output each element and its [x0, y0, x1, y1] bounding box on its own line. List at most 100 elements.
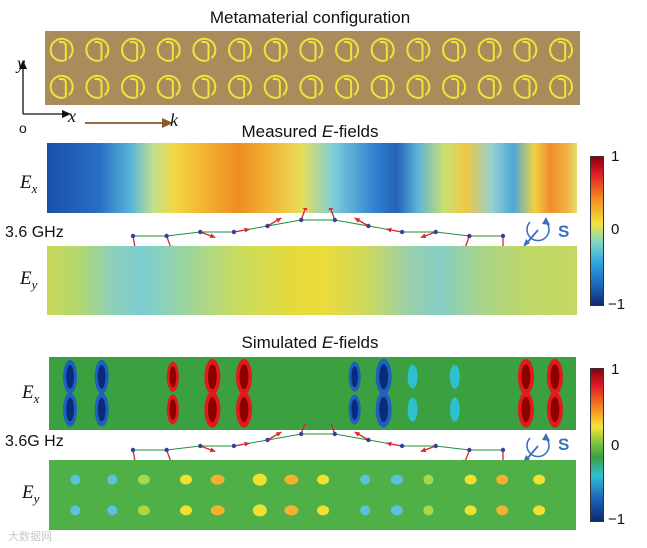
measured-spin-arrows [130, 208, 506, 250]
spin-arrow-head [275, 218, 282, 223]
spin-arrow-head [354, 218, 361, 223]
field-lobe-core [72, 506, 79, 514]
spin-site [500, 447, 506, 453]
field-lobe-core [409, 368, 416, 386]
split-ring [335, 74, 359, 99]
field-lobe-core [213, 506, 222, 514]
spin-site [467, 233, 472, 239]
split-ring [85, 37, 110, 62]
simulated-ey-label: Ey [22, 482, 40, 506]
spin-arrow-head [244, 227, 250, 233]
y-axis-label: y [17, 53, 25, 73]
spin-site [130, 233, 136, 239]
split-ring [121, 37, 145, 62]
field-lobe-core [169, 399, 177, 421]
field-lobe-core [452, 401, 458, 418]
field-lobe-core [535, 506, 543, 514]
spin-chain-line [133, 219, 503, 237]
simulated-spin-arrows [130, 424, 506, 464]
spin-arrow-head [275, 432, 282, 437]
field-lobe-core [550, 364, 560, 390]
split-ring [299, 37, 324, 62]
field-lobe-core [379, 396, 389, 423]
spin-site [130, 447, 136, 453]
simulated-title: Simulated E-fields [241, 333, 379, 352]
spin-site [399, 443, 405, 449]
spin-arrow-head [420, 233, 427, 239]
simulated-spin-label: S [558, 435, 570, 454]
measured-title: Measured E-fields [241, 122, 379, 141]
watermark: 大数据网 [8, 531, 52, 543]
config-title: Metamaterial configuration [209, 8, 411, 27]
field-lobe-core [239, 364, 249, 390]
spin-arrow-head [354, 432, 361, 437]
simulated-colorbar-min: −1 [608, 511, 626, 528]
split-ring [477, 74, 502, 99]
spin-site [298, 217, 304, 223]
simulated-ex-label: Ex [22, 382, 40, 406]
spin-site [366, 437, 371, 443]
field-lobe-core [207, 364, 217, 390]
split-ring [49, 37, 74, 62]
split-ring [406, 37, 431, 62]
field-lobe-core [140, 506, 148, 514]
split-ring [192, 37, 217, 62]
simulated-spin-rotation-icon [523, 433, 550, 463]
measured-colorbar-max: 1 [611, 148, 620, 165]
field-lobe-core [393, 506, 401, 514]
measured-ey-label: Ey [20, 268, 38, 292]
split-ring [406, 74, 431, 99]
split-ring [513, 74, 538, 99]
field-lobe-core [66, 364, 74, 389]
field-lobe-core [351, 399, 358, 421]
metamaterial-substrate [45, 31, 580, 105]
spin-arrow-head [386, 441, 392, 447]
field-lobe-core [213, 476, 222, 484]
simulated-ey-field-map [49, 460, 576, 530]
field-lobe-core [467, 506, 474, 514]
field-lobe-core [287, 506, 296, 514]
spin-arrow-head [420, 447, 427, 453]
split-ring [228, 37, 252, 62]
field-lobe-core [287, 476, 296, 484]
spin-arrow-head [328, 208, 334, 211]
split-ring [513, 37, 538, 62]
field-lobe-core [169, 366, 177, 388]
field-lobe-core [425, 476, 432, 484]
simulated-ex-field-map [49, 357, 576, 430]
spin-site [265, 223, 270, 229]
field-lobe-core [467, 476, 474, 484]
measured-colorbar [590, 156, 604, 306]
field-lobe-core [351, 366, 358, 388]
field-lobe-core [97, 364, 106, 389]
split-ring [299, 74, 324, 99]
spin-site [198, 443, 203, 449]
spin-site [164, 233, 169, 239]
spin-arrow-head [386, 227, 392, 233]
measured-spin-label: S [558, 222, 570, 241]
spin-arrow [329, 208, 336, 221]
spin-arrow-head [302, 208, 308, 211]
split-ring [85, 74, 110, 99]
split-ring [263, 74, 288, 99]
spin-arrow-head [244, 441, 250, 447]
spin-site [231, 229, 237, 235]
spin-arrow [300, 424, 306, 435]
axes-diagram [19, 60, 173, 128]
split-ring [335, 37, 359, 62]
field-lobe-core [140, 476, 148, 484]
split-ring [370, 74, 395, 99]
split-ring-svg [49, 37, 573, 99]
field-lobe-core [362, 506, 368, 514]
spin-site [231, 443, 237, 449]
field-lobe-core [379, 364, 389, 390]
split-ring [263, 37, 288, 62]
spin-site [500, 233, 506, 239]
field-lobe-core [239, 396, 249, 423]
spin-site [298, 431, 304, 437]
simulated-frequency-label: 3.6G Hz [5, 433, 64, 450]
field-lobe-core [255, 506, 264, 515]
spin-site [433, 443, 438, 449]
field-background [49, 357, 576, 430]
split-ring [228, 74, 252, 99]
